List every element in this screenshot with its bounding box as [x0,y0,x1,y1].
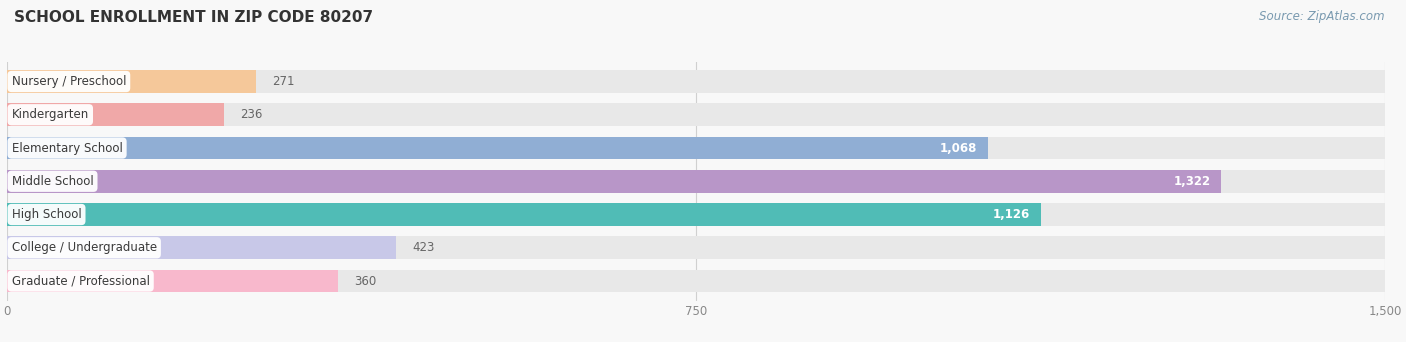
Text: Source: ZipAtlas.com: Source: ZipAtlas.com [1260,10,1385,23]
Text: 1,068: 1,068 [939,142,977,155]
Text: 271: 271 [273,75,295,88]
Text: College / Undergraduate: College / Undergraduate [11,241,156,254]
Text: High School: High School [11,208,82,221]
Text: 1,126: 1,126 [993,208,1031,221]
Text: SCHOOL ENROLLMENT IN ZIP CODE 80207: SCHOOL ENROLLMENT IN ZIP CODE 80207 [14,10,373,25]
Bar [7,236,1385,259]
Bar [7,170,1385,193]
Bar [7,70,1385,93]
Text: Nursery / Preschool: Nursery / Preschool [11,75,127,88]
Bar [7,104,1385,126]
Text: 236: 236 [240,108,263,121]
Bar [7,170,1222,193]
Bar [7,137,1385,159]
Text: Graduate / Professional: Graduate / Professional [11,275,149,288]
Bar [7,236,395,259]
Bar [7,270,337,292]
Bar [7,70,256,93]
Text: 423: 423 [412,241,434,254]
Text: 360: 360 [354,275,377,288]
Bar [7,104,224,126]
Text: Middle School: Middle School [11,175,93,188]
Bar [7,137,988,159]
Bar [7,203,1042,226]
Text: Kindergarten: Kindergarten [11,108,89,121]
Text: Elementary School: Elementary School [11,142,122,155]
Bar [7,203,1385,226]
Text: 1,322: 1,322 [1173,175,1211,188]
Bar [7,270,1385,292]
